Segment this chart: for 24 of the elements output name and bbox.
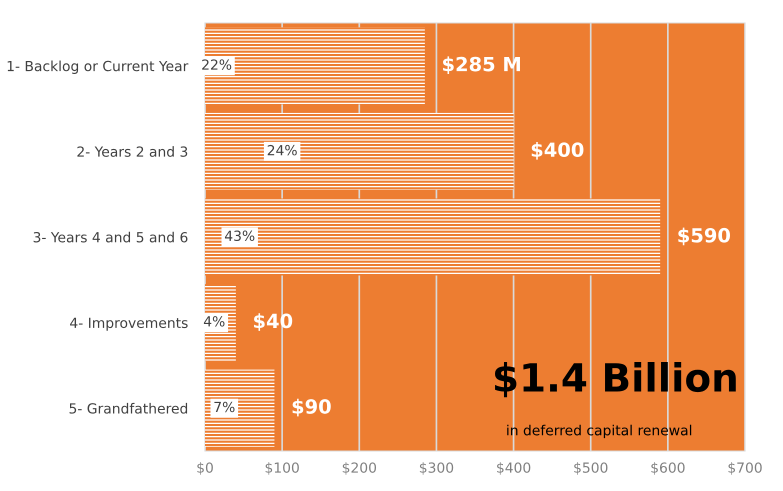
annotation: 43% (224, 230, 254, 242)
x-tick-label: $100 (266, 462, 299, 475)
x-tick-label: $0 (197, 462, 213, 475)
y-tick-label: 1- Backlog or Current Year (8, 60, 188, 74)
x-tick-label: $400 (497, 462, 530, 475)
y-tick-label: 2- Years 2 and 3 (77, 146, 188, 157)
annotation: 7% (214, 402, 235, 412)
data-label: $590 (678, 228, 730, 246)
y-tick-label: 3- Years 4 and 5 and 6 (34, 232, 188, 242)
y-tick-label: 4- Improvements (70, 318, 188, 331)
x-tick-label: $500 (574, 462, 608, 475)
x-tick-label: $200 (342, 462, 376, 475)
x-tick-label: $600 (651, 462, 685, 475)
data-label: $90 (292, 398, 331, 416)
bar (205, 198, 660, 276)
annotation: 4% (204, 316, 225, 327)
annotation: 22% (202, 59, 232, 70)
data-label: $400 (532, 142, 584, 160)
x-tick-label: $700 (728, 462, 762, 475)
annotation: 24% (268, 144, 297, 156)
bar (205, 112, 514, 190)
bar (205, 370, 274, 447)
y-tick-label: 5- Grandfathered (70, 402, 188, 414)
x-tick-label: $300 (420, 462, 454, 475)
